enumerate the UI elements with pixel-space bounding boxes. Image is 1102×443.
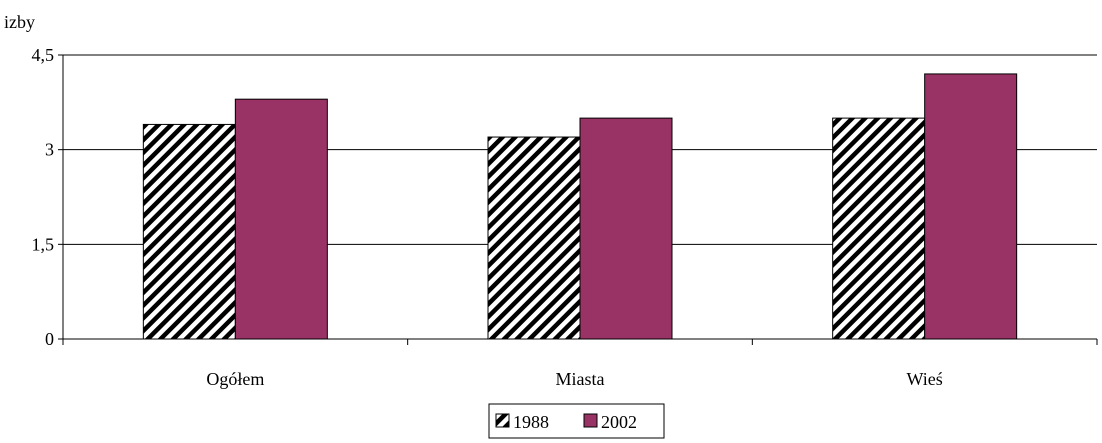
legend-box: [488, 403, 665, 439]
bar-1988-0: [142, 123, 236, 340]
x-category-label: Ogółem: [206, 369, 264, 389]
x-axis-categories: Ogółem Miasta Wieś: [206, 369, 942, 389]
bar-2002-1: [579, 117, 673, 340]
legend-swatch-2002: [583, 413, 598, 428]
bars: [142, 73, 1018, 340]
x-category-label: Miasta: [556, 369, 605, 389]
x-category-label: Wieś: [907, 369, 943, 389]
legend-label-2002: 2002: [601, 412, 637, 432]
bar-1988-1: [487, 136, 581, 340]
bar-1988-2: [832, 117, 926, 340]
y-tick-label: 3: [45, 140, 54, 160]
y-axis-ticks: 0 1,5 3 4,5: [32, 45, 63, 349]
legend-label-1988: 1988: [513, 412, 549, 432]
bar-2002-0: [234, 98, 328, 340]
legend: 1988 2002: [488, 403, 665, 439]
y-tick-label: 0: [45, 329, 54, 349]
y-tick-label: 4,5: [32, 45, 55, 65]
y-axis-label: izby: [4, 12, 35, 32]
bar-2002-2: [924, 73, 1018, 340]
y-tick-label: 1,5: [32, 234, 55, 254]
legend-swatch-1988: [495, 413, 510, 428]
axes: [62, 55, 1098, 345]
